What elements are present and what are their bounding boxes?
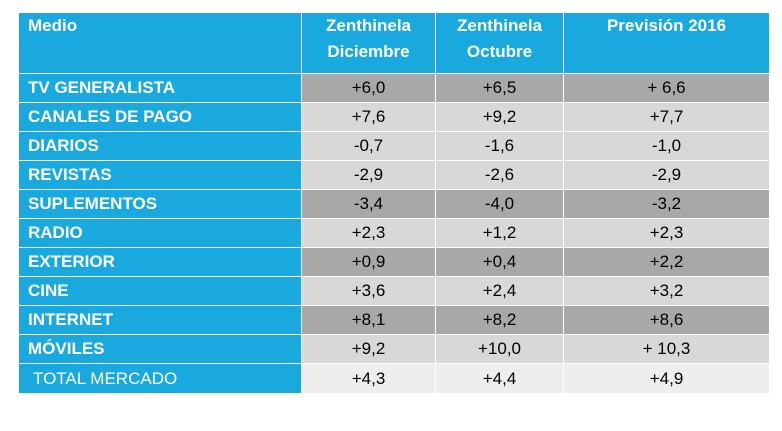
table-row: REVISTAS -2,9 -2,6 -2,9 <box>18 160 770 190</box>
value-octubre: +1,2 <box>435 218 564 248</box>
row-label: DIARIOS <box>18 131 302 161</box>
header-medio: Medio <box>18 12 302 74</box>
value-octubre: +2,4 <box>435 276 564 306</box>
row-label-total: TOTAL MERCADO <box>18 363 302 394</box>
value-octubre: +9,2 <box>435 102 564 132</box>
value-octubre: -1,6 <box>435 131 564 161</box>
value-diciembre: +2,3 <box>301 218 436 248</box>
value-diciembre: +3,6 <box>301 276 436 306</box>
table-row: CANALES DE PAGO +7,6 +9,2 +7,7 <box>18 102 770 132</box>
header-col2-line2: Octubre <box>466 42 533 61</box>
table-row: DIARIOS -0,7 -1,6 -1,0 <box>18 131 770 161</box>
row-label: CANALES DE PAGO <box>18 102 302 132</box>
value-diciembre: +8,1 <box>301 305 436 335</box>
value-octubre: +4,4 <box>435 363 564 394</box>
row-label: RADIO <box>18 218 302 248</box>
value-prevision: + 6,6 <box>563 73 770 103</box>
value-prevision: +7,7 <box>563 102 770 132</box>
value-diciembre: +0,9 <box>301 247 436 277</box>
value-octubre: +6,5 <box>435 73 564 103</box>
table-row: SUPLEMENTOS -3,4 -4,0 -3,2 <box>18 189 770 219</box>
value-prevision: -3,2 <box>563 189 770 219</box>
table-row: RADIO +2,3 +1,2 +2,3 <box>18 218 770 248</box>
row-label: EXTERIOR <box>18 247 302 277</box>
value-octubre: +10,0 <box>435 334 564 364</box>
value-octubre: +0,4 <box>435 247 564 277</box>
value-diciembre: +7,6 <box>301 102 436 132</box>
value-prevision: + 10,3 <box>563 334 770 364</box>
table-row: CINE +3,6 +2,4 +3,2 <box>18 276 770 306</box>
table-row: EXTERIOR +0,9 +0,4 +2,2 <box>18 247 770 277</box>
row-label: CINE <box>18 276 302 306</box>
value-diciembre: +4,3 <box>301 363 436 394</box>
value-octubre: -4,0 <box>435 189 564 219</box>
value-diciembre: -3,4 <box>301 189 436 219</box>
row-label: SUPLEMENTOS <box>18 189 302 219</box>
table-header-row: Medio Zenthinela Diciembre Zenthinela Oc… <box>18 12 770 74</box>
table-row: INTERNET +8,1 +8,2 +8,6 <box>18 305 770 335</box>
header-col2-line1: Zenthinela <box>456 16 542 35</box>
header-zenthinela-diciembre: Zenthinela Diciembre <box>301 12 436 74</box>
table-row: MÓVILES +9,2 +10,0 + 10,3 <box>18 334 770 364</box>
row-label: TV GENERALISTA <box>18 73 302 103</box>
value-prevision: +8,6 <box>563 305 770 335</box>
header-col1-line1: Zenthinela <box>325 16 411 35</box>
row-label: MÓVILES <box>18 334 302 364</box>
table-row: TV GENERALISTA +6,0 +6,5 + 6,6 <box>18 73 770 103</box>
media-growth-table: Medio Zenthinela Diciembre Zenthinela Oc… <box>18 12 770 394</box>
header-prevision-2016: Previsión 2016 <box>563 12 770 74</box>
header-col1-line2: Diciembre <box>327 42 410 61</box>
row-label: INTERNET <box>18 305 302 335</box>
value-diciembre: -2,9 <box>301 160 436 190</box>
value-prevision: +2,3 <box>563 218 770 248</box>
value-prevision: -2,9 <box>563 160 770 190</box>
row-label: REVISTAS <box>18 160 302 190</box>
total-row: TOTAL MERCADO +4,3 +4,4 +4,9 <box>18 363 770 394</box>
value-diciembre: +6,0 <box>301 73 436 103</box>
value-diciembre: +9,2 <box>301 334 436 364</box>
value-prevision: +2,2 <box>563 247 770 277</box>
value-octubre: +8,2 <box>435 305 564 335</box>
header-zenthinela-octubre: Zenthinela Octubre <box>435 12 564 74</box>
value-prevision: -1,0 <box>563 131 770 161</box>
value-prevision: +4,9 <box>563 363 770 394</box>
value-prevision: +3,2 <box>563 276 770 306</box>
value-diciembre: -0,7 <box>301 131 436 161</box>
value-octubre: -2,6 <box>435 160 564 190</box>
